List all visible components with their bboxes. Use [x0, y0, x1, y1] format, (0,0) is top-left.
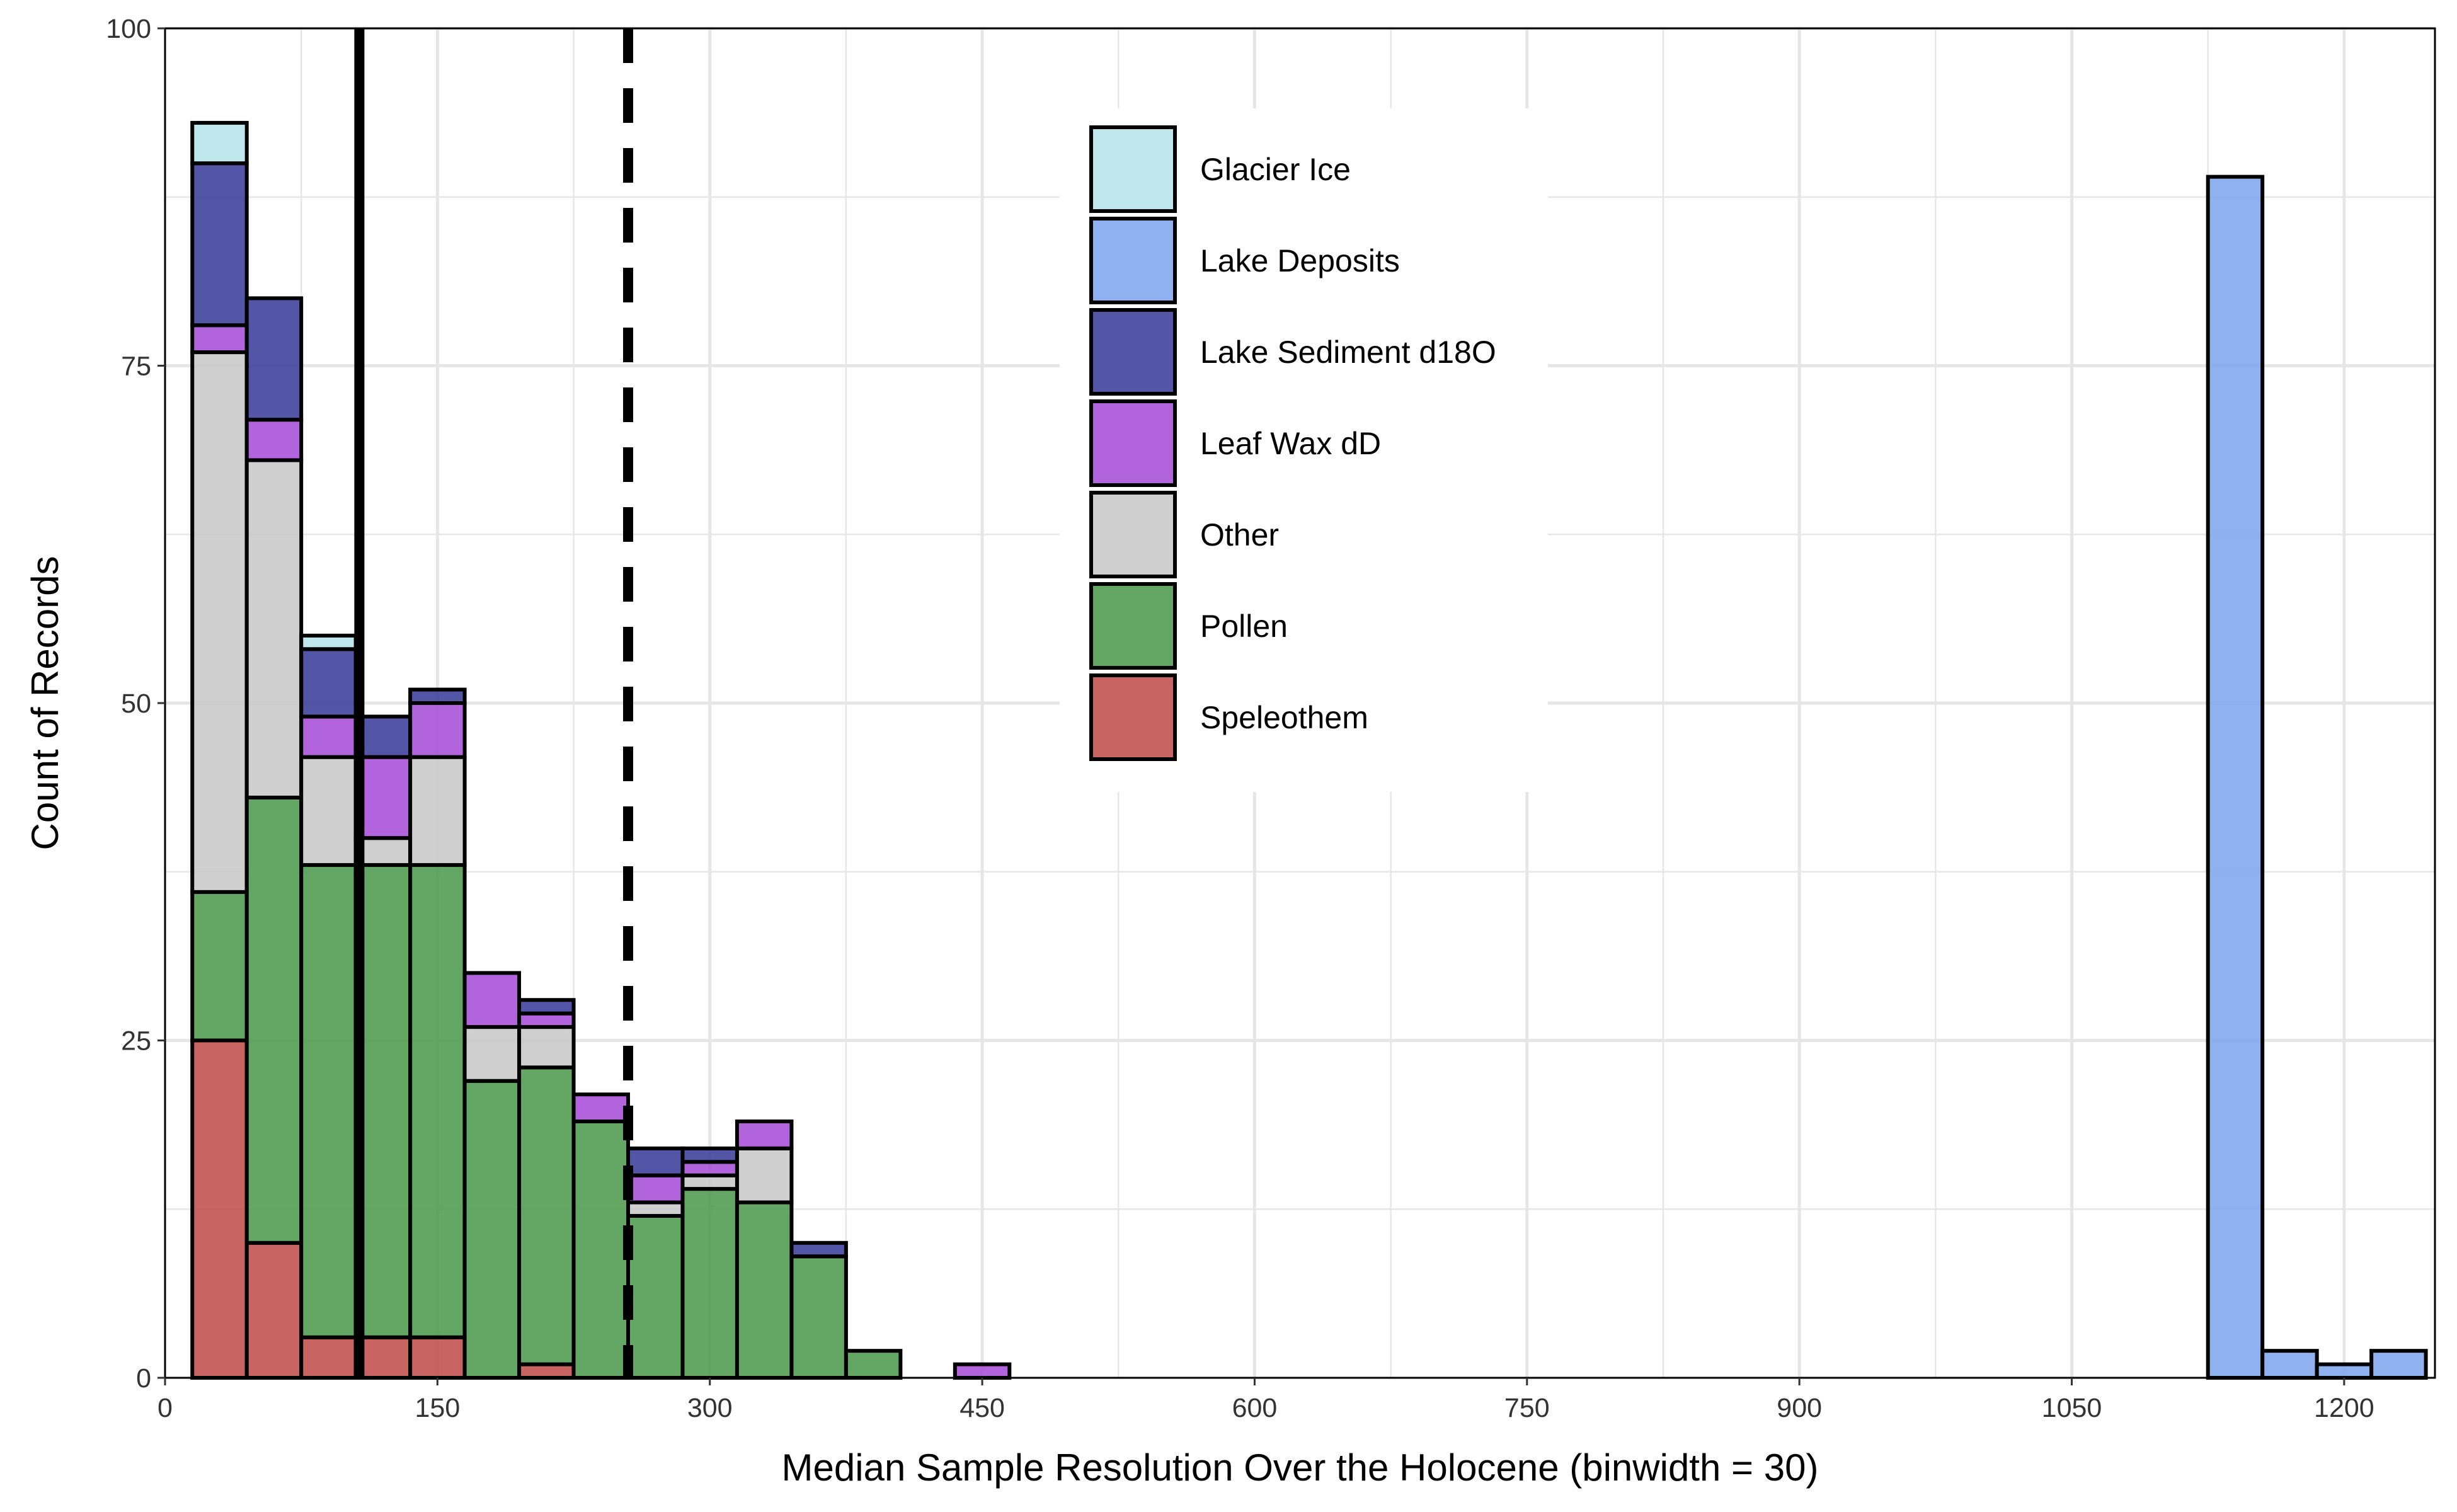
bar-other	[462, 1025, 522, 1083]
legend-key	[1089, 125, 1177, 213]
axes-ticks: 0 150 300 450 600 750 900 1050 1200 0 25 50 75 100	[106, 14, 2374, 1423]
x-tick-label: 600	[1232, 1393, 1278, 1423]
bar-lake-sediment-d18o	[408, 687, 467, 705]
x-tick-label: 1200	[2314, 1393, 2374, 1423]
bar-speleothem	[408, 1335, 467, 1380]
bar-lake-sediment-d18o	[626, 1146, 685, 1177]
bar-glacier-ice	[299, 633, 358, 651]
legend-label: Lake Sediment d18O	[1200, 335, 1496, 370]
x-tick-label: 750	[1504, 1393, 1550, 1423]
legend-key	[1089, 673, 1177, 761]
y-axis-title: Count of Records	[24, 556, 66, 850]
bar-pollen	[735, 1200, 794, 1380]
bar-pollen	[408, 863, 467, 1339]
legend: Glacier Ice Lake Deposits Lake Sediment d1…	[1060, 108, 1548, 792]
bar-leaf-wax-dd	[571, 1092, 631, 1124]
bar-pollen	[462, 1079, 522, 1380]
bar-lake-sediment-d18o	[244, 296, 304, 422]
bar-leaf-wax-dd	[680, 1160, 739, 1177]
bar-lake-deposits	[2206, 175, 2265, 1380]
legend-label: Pollen	[1200, 609, 1288, 644]
legend-label: Speleothem	[1200, 700, 1368, 735]
bar-pollen	[299, 863, 358, 1339]
bar-leaf-wax-dd	[299, 714, 358, 759]
x-tick-label: 0	[158, 1393, 173, 1423]
bar-leaf-wax-dd	[626, 1173, 685, 1205]
y-tick-label: 0	[136, 1363, 151, 1394]
bar-pollen	[517, 1065, 576, 1366]
reference-lines	[354, 28, 634, 1378]
legend-key	[1089, 491, 1177, 578]
y-tick-label: 50	[121, 689, 151, 719]
bar-lake-deposits	[2260, 1349, 2319, 1380]
legend-label: Glacier Ice	[1200, 152, 1351, 187]
bar-lake-sediment-d18o	[299, 647, 358, 719]
bar-glacier-ice	[190, 120, 249, 166]
bar-other	[244, 458, 304, 799]
bar-other	[735, 1146, 794, 1205]
bars	[190, 120, 2428, 1380]
y-tick-label: 100	[106, 14, 151, 44]
bar-lake-deposits	[2315, 1362, 2374, 1380]
bar-other	[626, 1200, 685, 1218]
bar-leaf-wax-dd	[517, 1011, 576, 1029]
bar-pollen	[190, 890, 249, 1043]
bar-pollen	[244, 795, 304, 1245]
y-tick-label: 25	[121, 1026, 151, 1057]
bar-leaf-wax-dd	[190, 323, 249, 355]
x-tick-label: 900	[1777, 1393, 1822, 1423]
bar-leaf-wax-dd	[408, 701, 467, 759]
bar-leaf-wax-dd	[735, 1120, 794, 1150]
bar-other	[190, 350, 249, 894]
legend-key	[1089, 217, 1177, 304]
bar-other	[299, 755, 358, 868]
legend-label: Lake Deposits	[1200, 243, 1400, 278]
bar-pollen	[789, 1254, 848, 1380]
bar-speleothem	[299, 1335, 358, 1380]
bar-pollen	[680, 1187, 739, 1380]
bar-pollen	[626, 1213, 685, 1380]
bar-lake-deposits	[2369, 1349, 2428, 1380]
bar-lake-sediment-d18o	[190, 161, 249, 328]
bar-pollen	[844, 1349, 903, 1380]
bar-speleothem	[244, 1240, 304, 1380]
x-tick-label: 1050	[2042, 1393, 2102, 1423]
legend-key	[1089, 308, 1177, 396]
bar-lake-sediment-d18o	[789, 1240, 848, 1259]
bar-speleothem	[190, 1038, 249, 1380]
bar-leaf-wax-dd	[244, 418, 304, 462]
legend-label: Other	[1200, 517, 1279, 553]
bar-other	[408, 755, 467, 868]
legend-label: Leaf Wax dD	[1200, 426, 1381, 461]
legend-key	[1089, 399, 1177, 487]
y-tick-label: 75	[121, 352, 151, 382]
bar-leaf-wax-dd	[462, 971, 522, 1029]
x-tick-label: 300	[687, 1393, 733, 1423]
x-axis-title: Median Sample Resolution Over the Holoce…	[782, 1446, 1819, 1489]
x-tick-label: 450	[959, 1393, 1005, 1423]
x-tick-label: 150	[415, 1393, 460, 1423]
bar-lake-sediment-d18o	[680, 1146, 739, 1164]
bar-leaf-wax-dd	[953, 1362, 1012, 1380]
bar-other	[517, 1025, 576, 1070]
bar-speleothem	[517, 1362, 576, 1380]
bar-other	[680, 1173, 739, 1191]
bar-lake-sediment-d18o	[517, 998, 576, 1016]
legend-key	[1089, 582, 1177, 670]
bar-pollen	[571, 1120, 631, 1380]
